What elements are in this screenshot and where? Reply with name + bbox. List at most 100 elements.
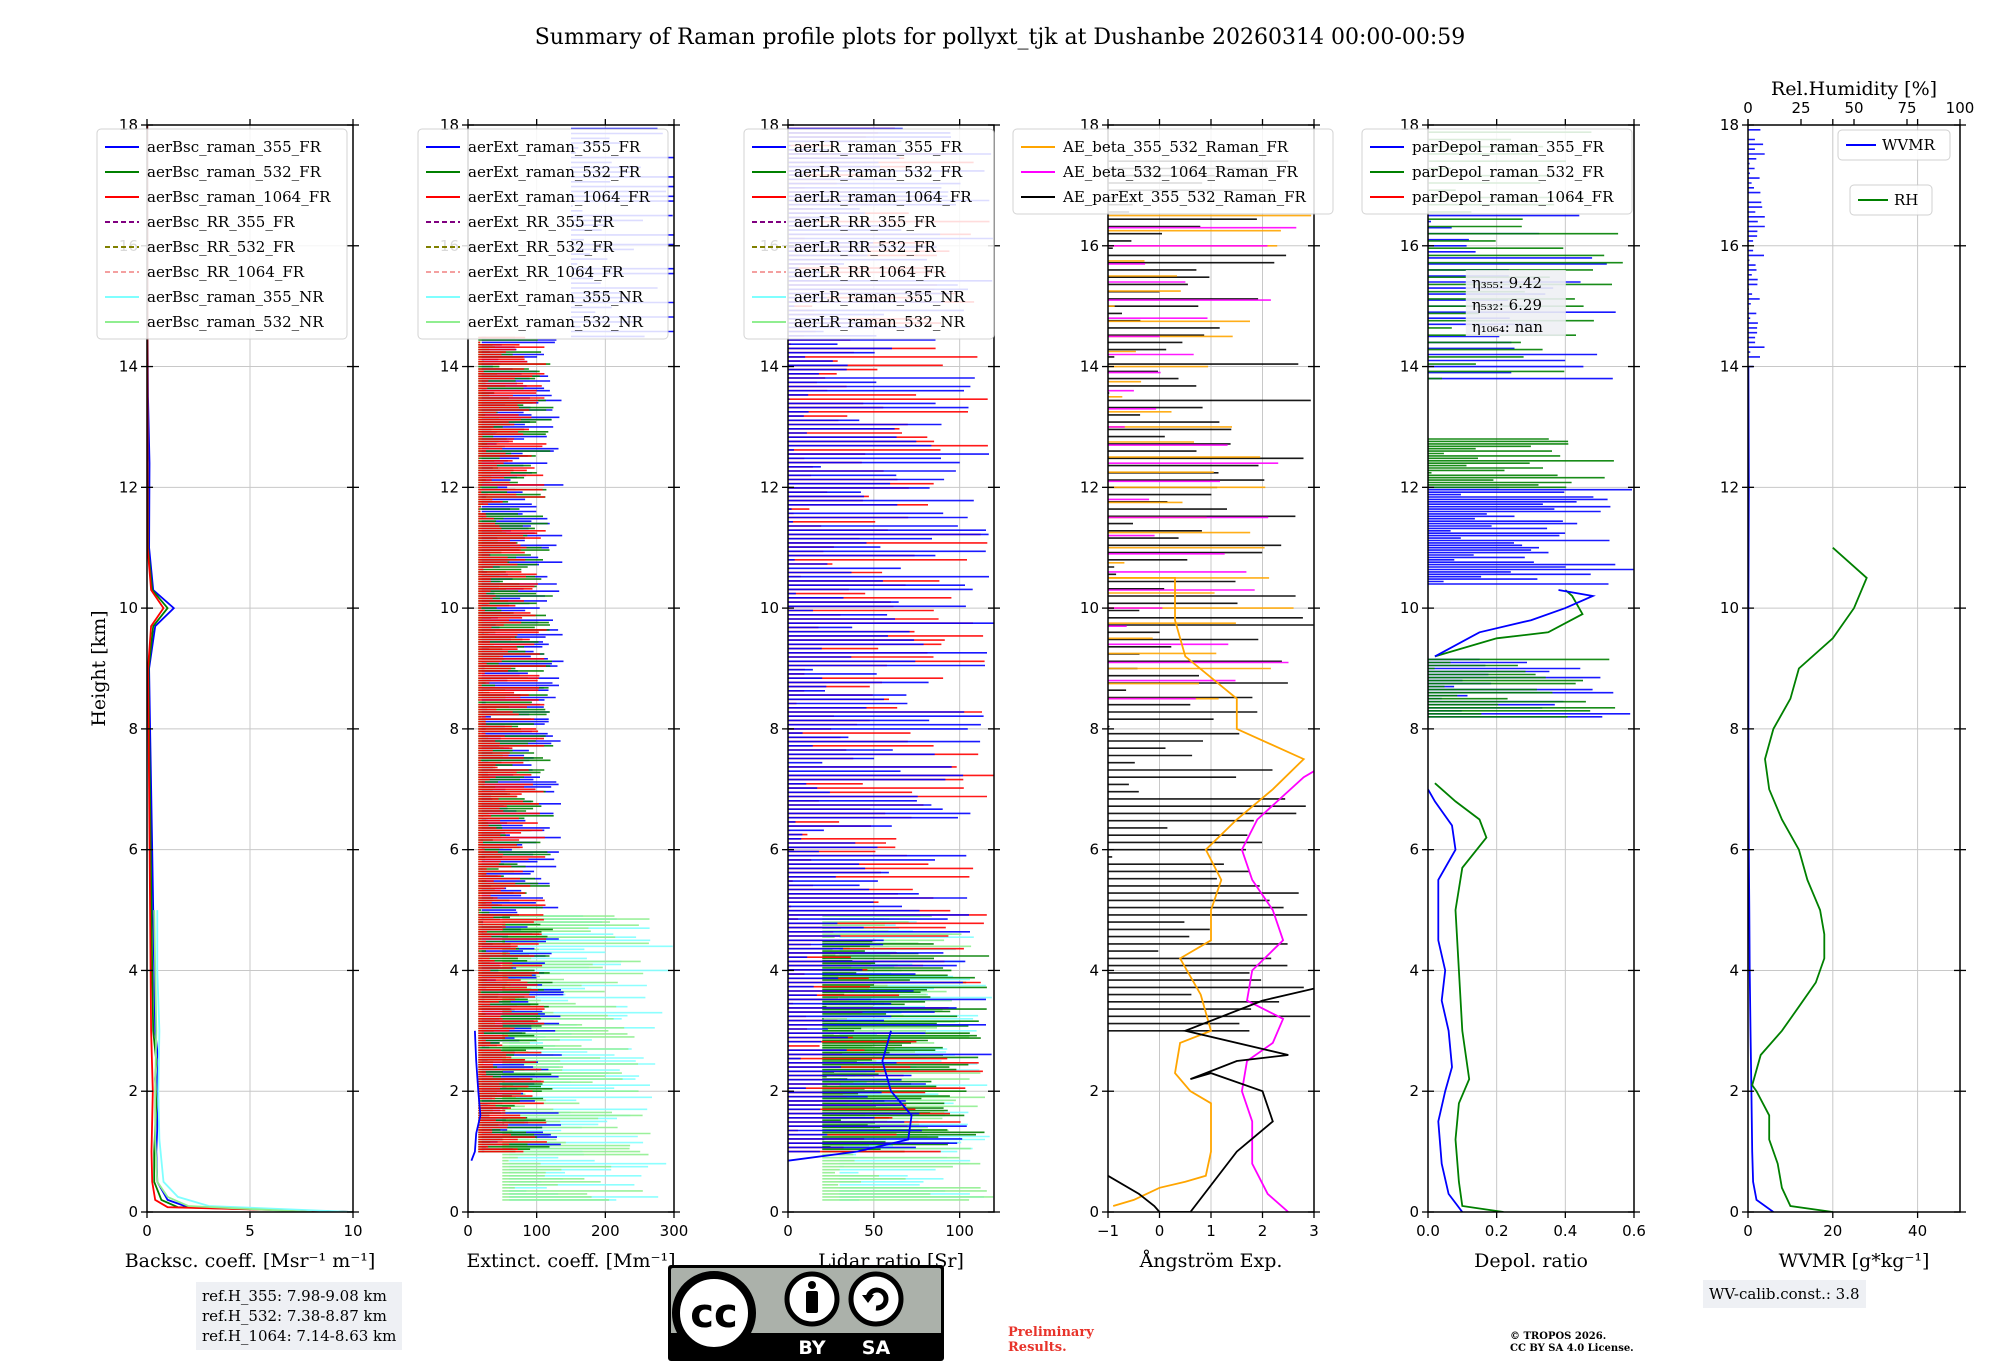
ytick-label: 16 [1720,237,1739,255]
xlabel-depol: Depol. ratio [1474,1250,1588,1272]
top-tick-label: 0 [1743,99,1753,117]
axes-frame [1427,124,1635,1213]
legend-angstrom: AE_beta_355_532_Raman_FR AE_beta_532_1064… [1012,128,1334,215]
legend-depol: parDepol_raman_355_FR parDepol_raman_532_… [1361,128,1633,215]
noise-trace-black [1108,160,1314,1032]
top-tick-label: 50 [1844,99,1863,117]
legend-entry: aerLR_RR_1064_FR [794,263,946,281]
legend-lidar_ratio: aerLR_raman_355_FR aerLR_raman_532_FR aerL… [743,128,995,340]
legend-entry: aerBsc_raman_1064_FR [147,188,331,206]
cc-by-label: BY [798,1337,825,1359]
legend-entry: aerBsc_RR_355_FR [147,213,295,231]
ytick-label: 10 [1720,599,1739,617]
plot-area-angstrom [1108,160,1314,1212]
ytick-label: 14 [1400,358,1419,376]
ytick-label: 14 [760,358,779,376]
ytick-label: 8 [449,720,459,738]
ytick-label: 2 [128,1082,138,1100]
plot-area-wvmr [1748,125,1868,1212]
noise-trace-magenta [1108,226,1297,700]
ytick-label: 12 [440,478,459,496]
preliminary-line-1: Preliminary [1008,1325,1094,1340]
legend-entry: aerExt_RR_1064_FR [468,263,624,281]
xlabel-angstrom: Ångström Exp. [1139,1250,1283,1272]
axes-frame [467,124,675,1213]
ytick-label: 14 [1080,358,1099,376]
xtick-label: 0.0 [1416,1222,1440,1240]
legend-entry: WVMR [1882,136,1936,154]
ytick-label: 0 [449,1203,459,1221]
ytick-label: 14 [440,358,459,376]
ytick-label: 4 [1089,961,1099,979]
series-aerBsc_raman_355_NR [156,910,353,1212]
xtick-label: 0.6 [1622,1222,1646,1240]
ytick-label: 8 [1409,720,1419,738]
ytick-label: 6 [769,841,779,859]
copyright-line-2: CC BY SA 4.0 License. [1510,1343,1634,1354]
ytick-label: 12 [1720,478,1739,496]
eta-line: η₅₃₂: 6.29 [1472,296,1542,314]
xtick-label: 0 [463,1222,473,1240]
ytick-label: 8 [1089,720,1099,738]
reference-height-box: ref.H_355: 7.98-9.08 km ref.H_532: 7.38-… [196,1282,403,1350]
ytick-label: 0 [1409,1203,1419,1221]
legend-box [1361,128,1633,215]
xtick-label: 100 [945,1222,974,1240]
noise-trace-green [1428,438,1614,489]
noise-trace-blue [481,336,564,1153]
legend-entry: AE_parExt_355_532_Raman_FR [1062,188,1307,206]
legend-entry: aerLR_raman_355_NR [794,288,965,306]
legend-entry: aerBsc_raman_532_NR [147,313,324,331]
legend-wvmr: WVMR RH [1837,129,1951,216]
ytick-label: 8 [128,720,138,738]
xtick-label: 0 [783,1222,793,1240]
ytick-label: 18 [1720,116,1739,134]
ytick-label: 2 [1089,1082,1099,1100]
series-RH [1751,547,1868,1212]
xtick-label: −1 [1097,1222,1119,1240]
ytick-label: 8 [769,720,779,738]
legend-entry: aerLR_raman_1064_FR [794,188,972,206]
cc-sa-label: SA [862,1337,891,1359]
legend-box [96,128,348,340]
wv-calib-const: WV-calib.const.: 3.8 [1709,1285,1860,1303]
ytick-label: 0 [1089,1203,1099,1221]
top-axis-label: Rel.Humidity [%] [1771,78,1937,100]
plot-area-backscatter [147,125,353,1212]
ytick-label: 16 [1400,237,1419,255]
panel-backscatter: 0246810121416180510Backsc. coeff. [Msr⁻¹… [88,116,375,1272]
legend-box [417,128,669,340]
legend-entry: aerExt_raman_1064_FR [468,188,650,206]
refh-1064: ref.H_1064: 7.14-8.63 km [202,1327,397,1345]
legend-box [1012,128,1334,215]
series-aerBsc_raman_532_FR [147,125,353,1212]
xlabel-extinction: Extinct. coeff. [Mm⁻¹] [466,1250,675,1272]
legend-entry: aerLR_raman_532_FR [794,163,963,181]
series-AE_beta_532_1064_Raman_FR [1240,770,1314,1212]
ytick-label: 10 [119,599,138,617]
ytick-label: 14 [1720,358,1739,376]
legend-entry: aerBsc_RR_1064_FR [147,263,305,281]
legend-entry: aerLR_RR_532_FR [794,238,936,256]
legend-entry: RH [1894,191,1918,209]
xtick-label: 3 [1309,1222,1319,1240]
legend-entry: parDepol_raman_355_FR [1412,138,1605,156]
top-tick-label: 100 [1946,99,1975,117]
eta-box [1465,270,1566,337]
ytick-label: 12 [1400,478,1419,496]
series-aerBsc_raman_1064_FR [147,125,353,1212]
xtick-label: 50 [864,1222,883,1240]
ytick-label: 12 [119,478,138,496]
legend-box [1849,184,1933,216]
xtick-label: 0 [1743,1222,1753,1240]
ytick-label: 2 [1409,1082,1419,1100]
legend-entry: aerExt_raman_532_FR [468,163,641,181]
ytick-label: 0 [128,1203,138,1221]
series-parDepol_raman_532_FR [1434,782,1504,1212]
ytick-label: 2 [449,1082,459,1100]
series-aerBsc_raman_532_NR [153,910,312,1212]
